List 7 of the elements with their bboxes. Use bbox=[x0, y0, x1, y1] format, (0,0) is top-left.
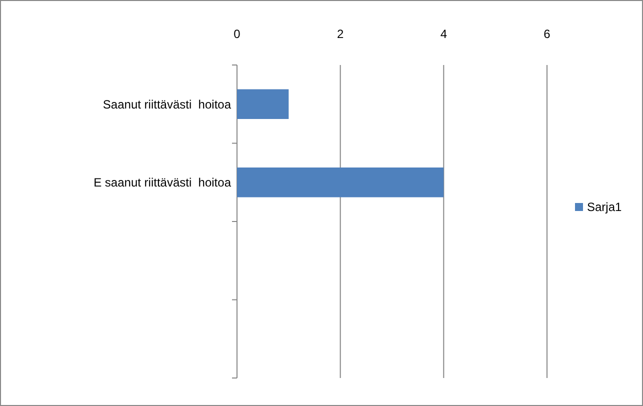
y-tick-label: E saanut riittävästi hoitoa bbox=[94, 176, 232, 190]
y-tick-label: Saanut riittävästi hoitoa bbox=[102, 97, 232, 112]
x-tick-label: 0 bbox=[234, 27, 241, 41]
x-tick-label: 6 bbox=[544, 27, 551, 41]
x-tick-label: 2 bbox=[336, 27, 344, 41]
legend-label: Sarja1 bbox=[587, 200, 622, 214]
x-tick-label: 4 bbox=[440, 27, 448, 41]
